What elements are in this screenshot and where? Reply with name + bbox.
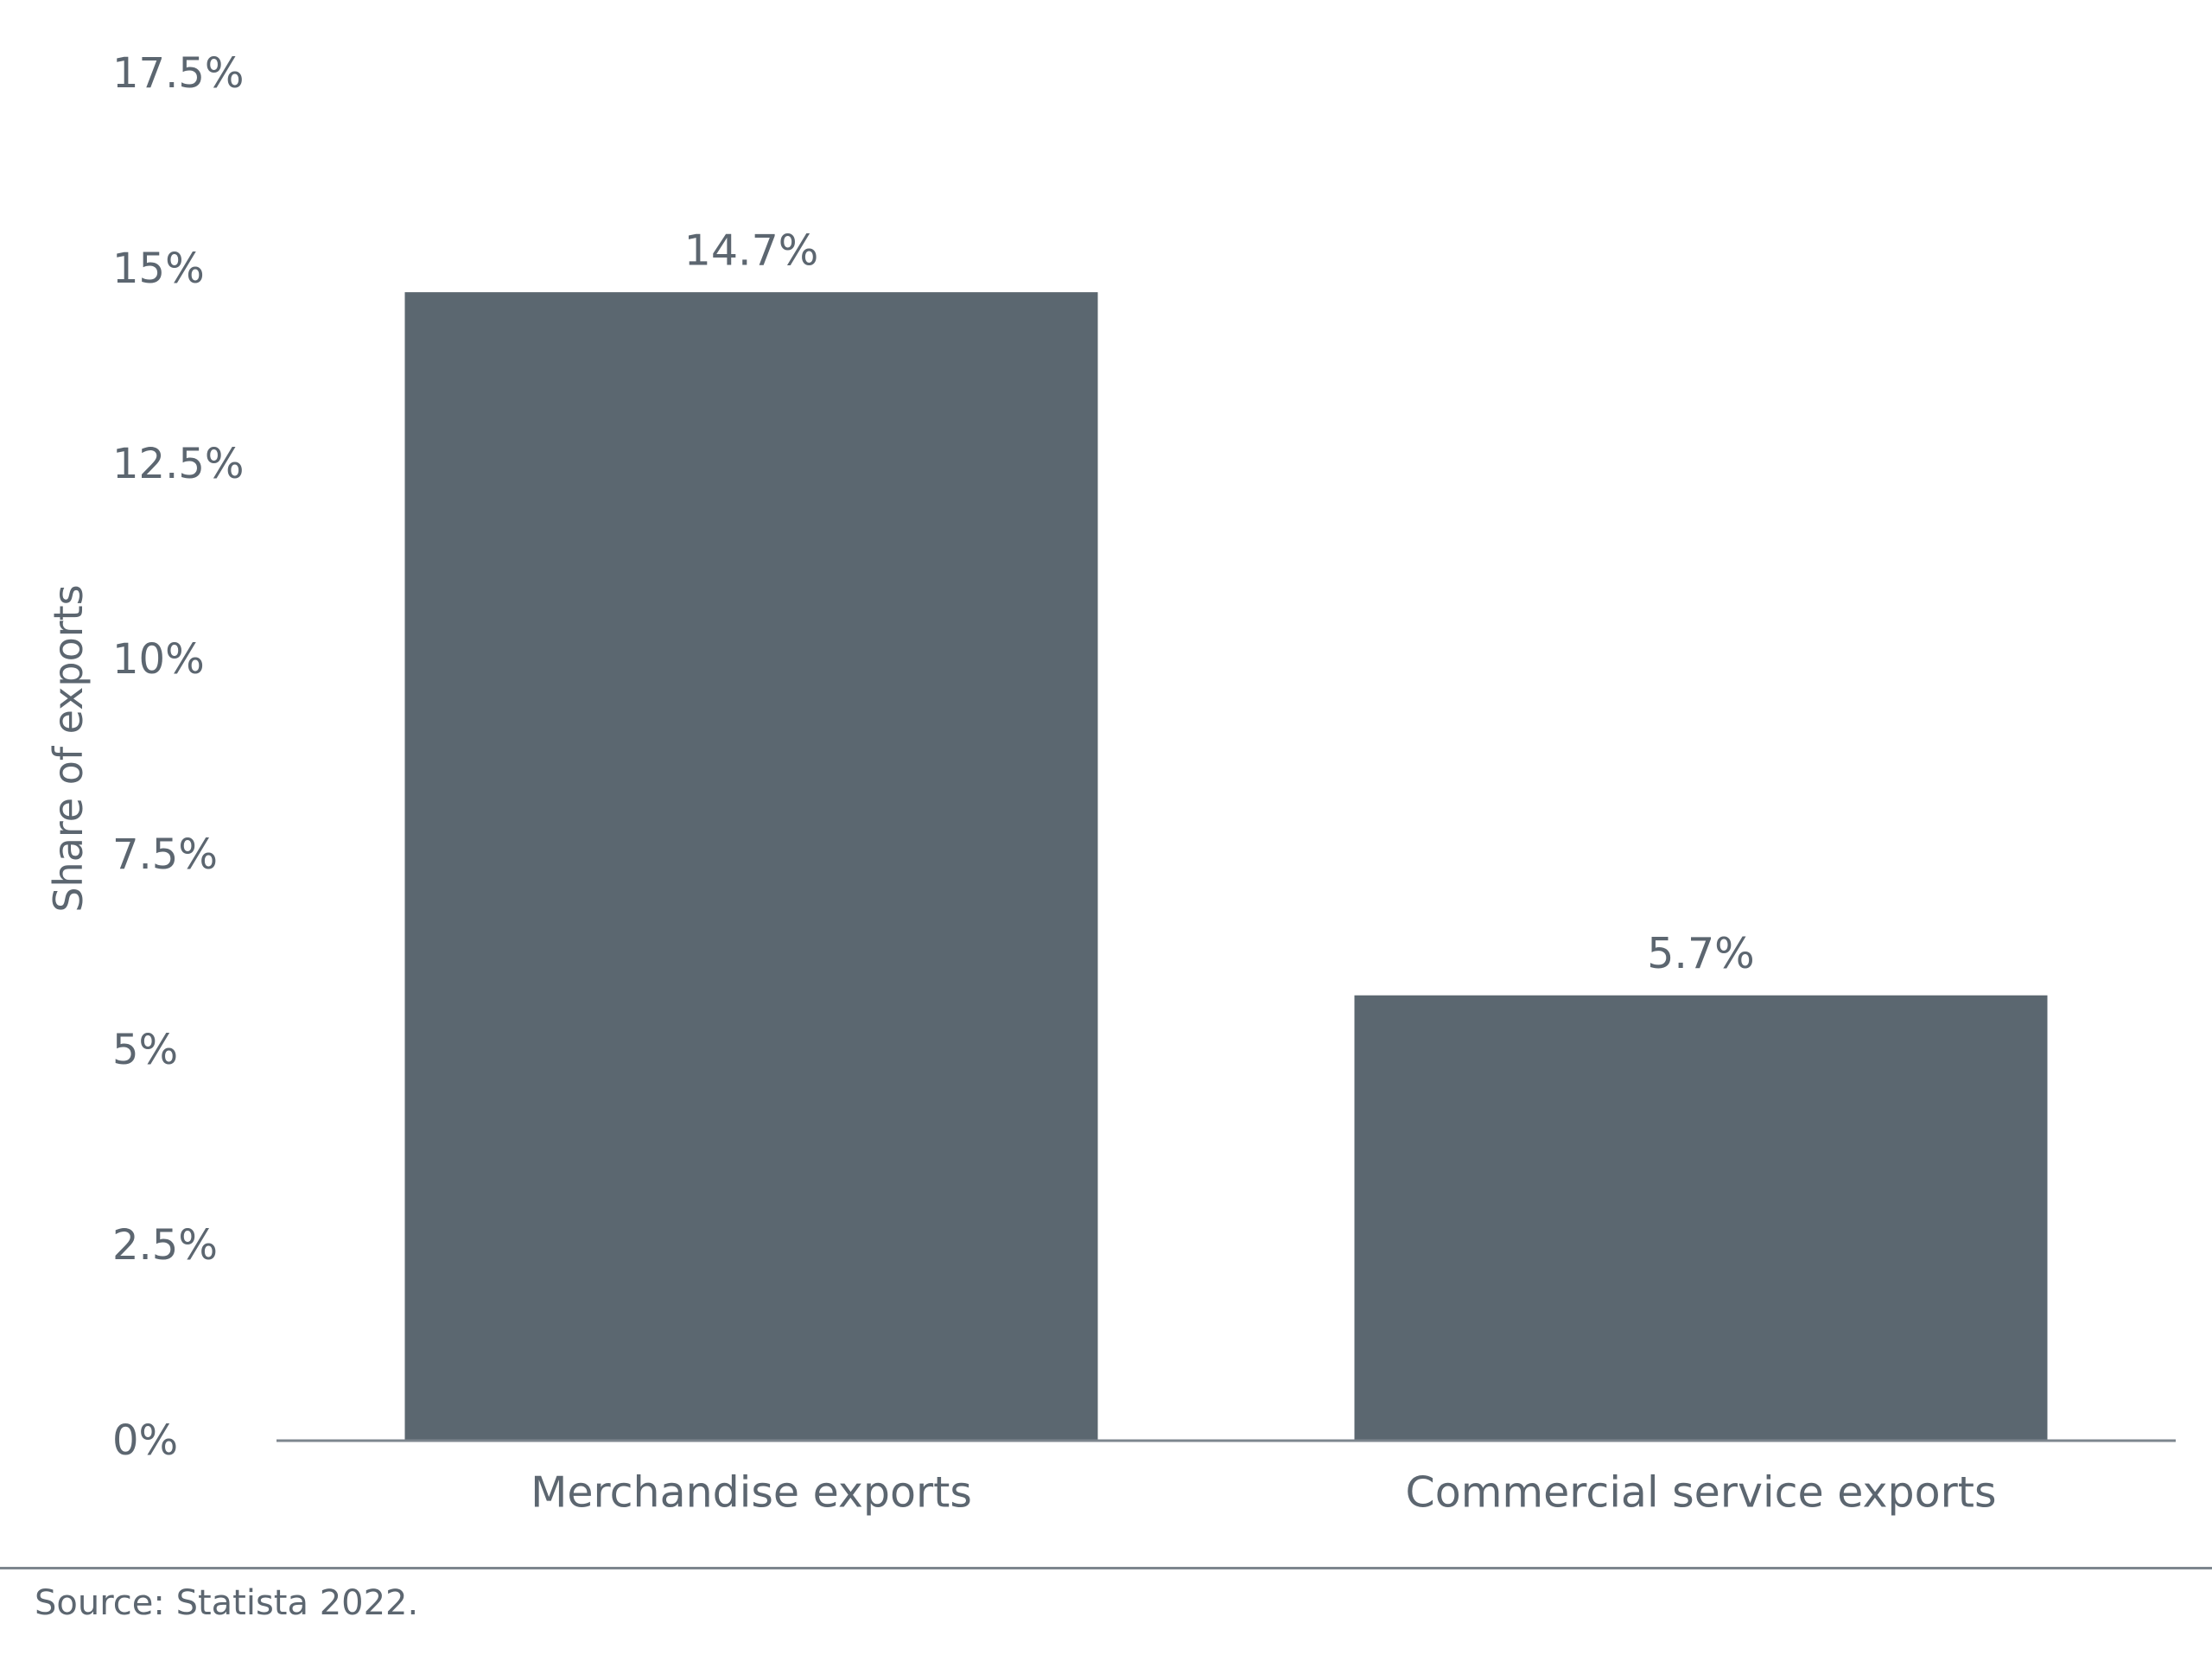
y-tick-label: 2.5% [112,1221,218,1270]
y-axis-title: Share of exports [45,584,92,912]
data-label: 14.7% [684,226,819,276]
x-category-label: Merchandise exports [531,1468,972,1518]
x-category-label: Commercial service exports [1406,1468,1997,1518]
source-divider [0,1567,2212,1569]
source-note: Source: Statista 2022. [35,1583,419,1623]
y-tick-label: 7.5% [112,831,218,879]
y-tick-label: 15% [112,245,205,293]
y-tick-label: 17.5% [112,49,244,98]
y-tick-label: 0% [112,1416,178,1465]
y-tick-label: 10% [112,635,205,684]
y-tick-label: 5% [112,1026,178,1074]
bar-1 [404,292,1098,1441]
y-tick-label: 12.5% [112,440,244,488]
bar-2 [1354,995,2048,1441]
data-label: 5.7% [1647,929,1755,978]
